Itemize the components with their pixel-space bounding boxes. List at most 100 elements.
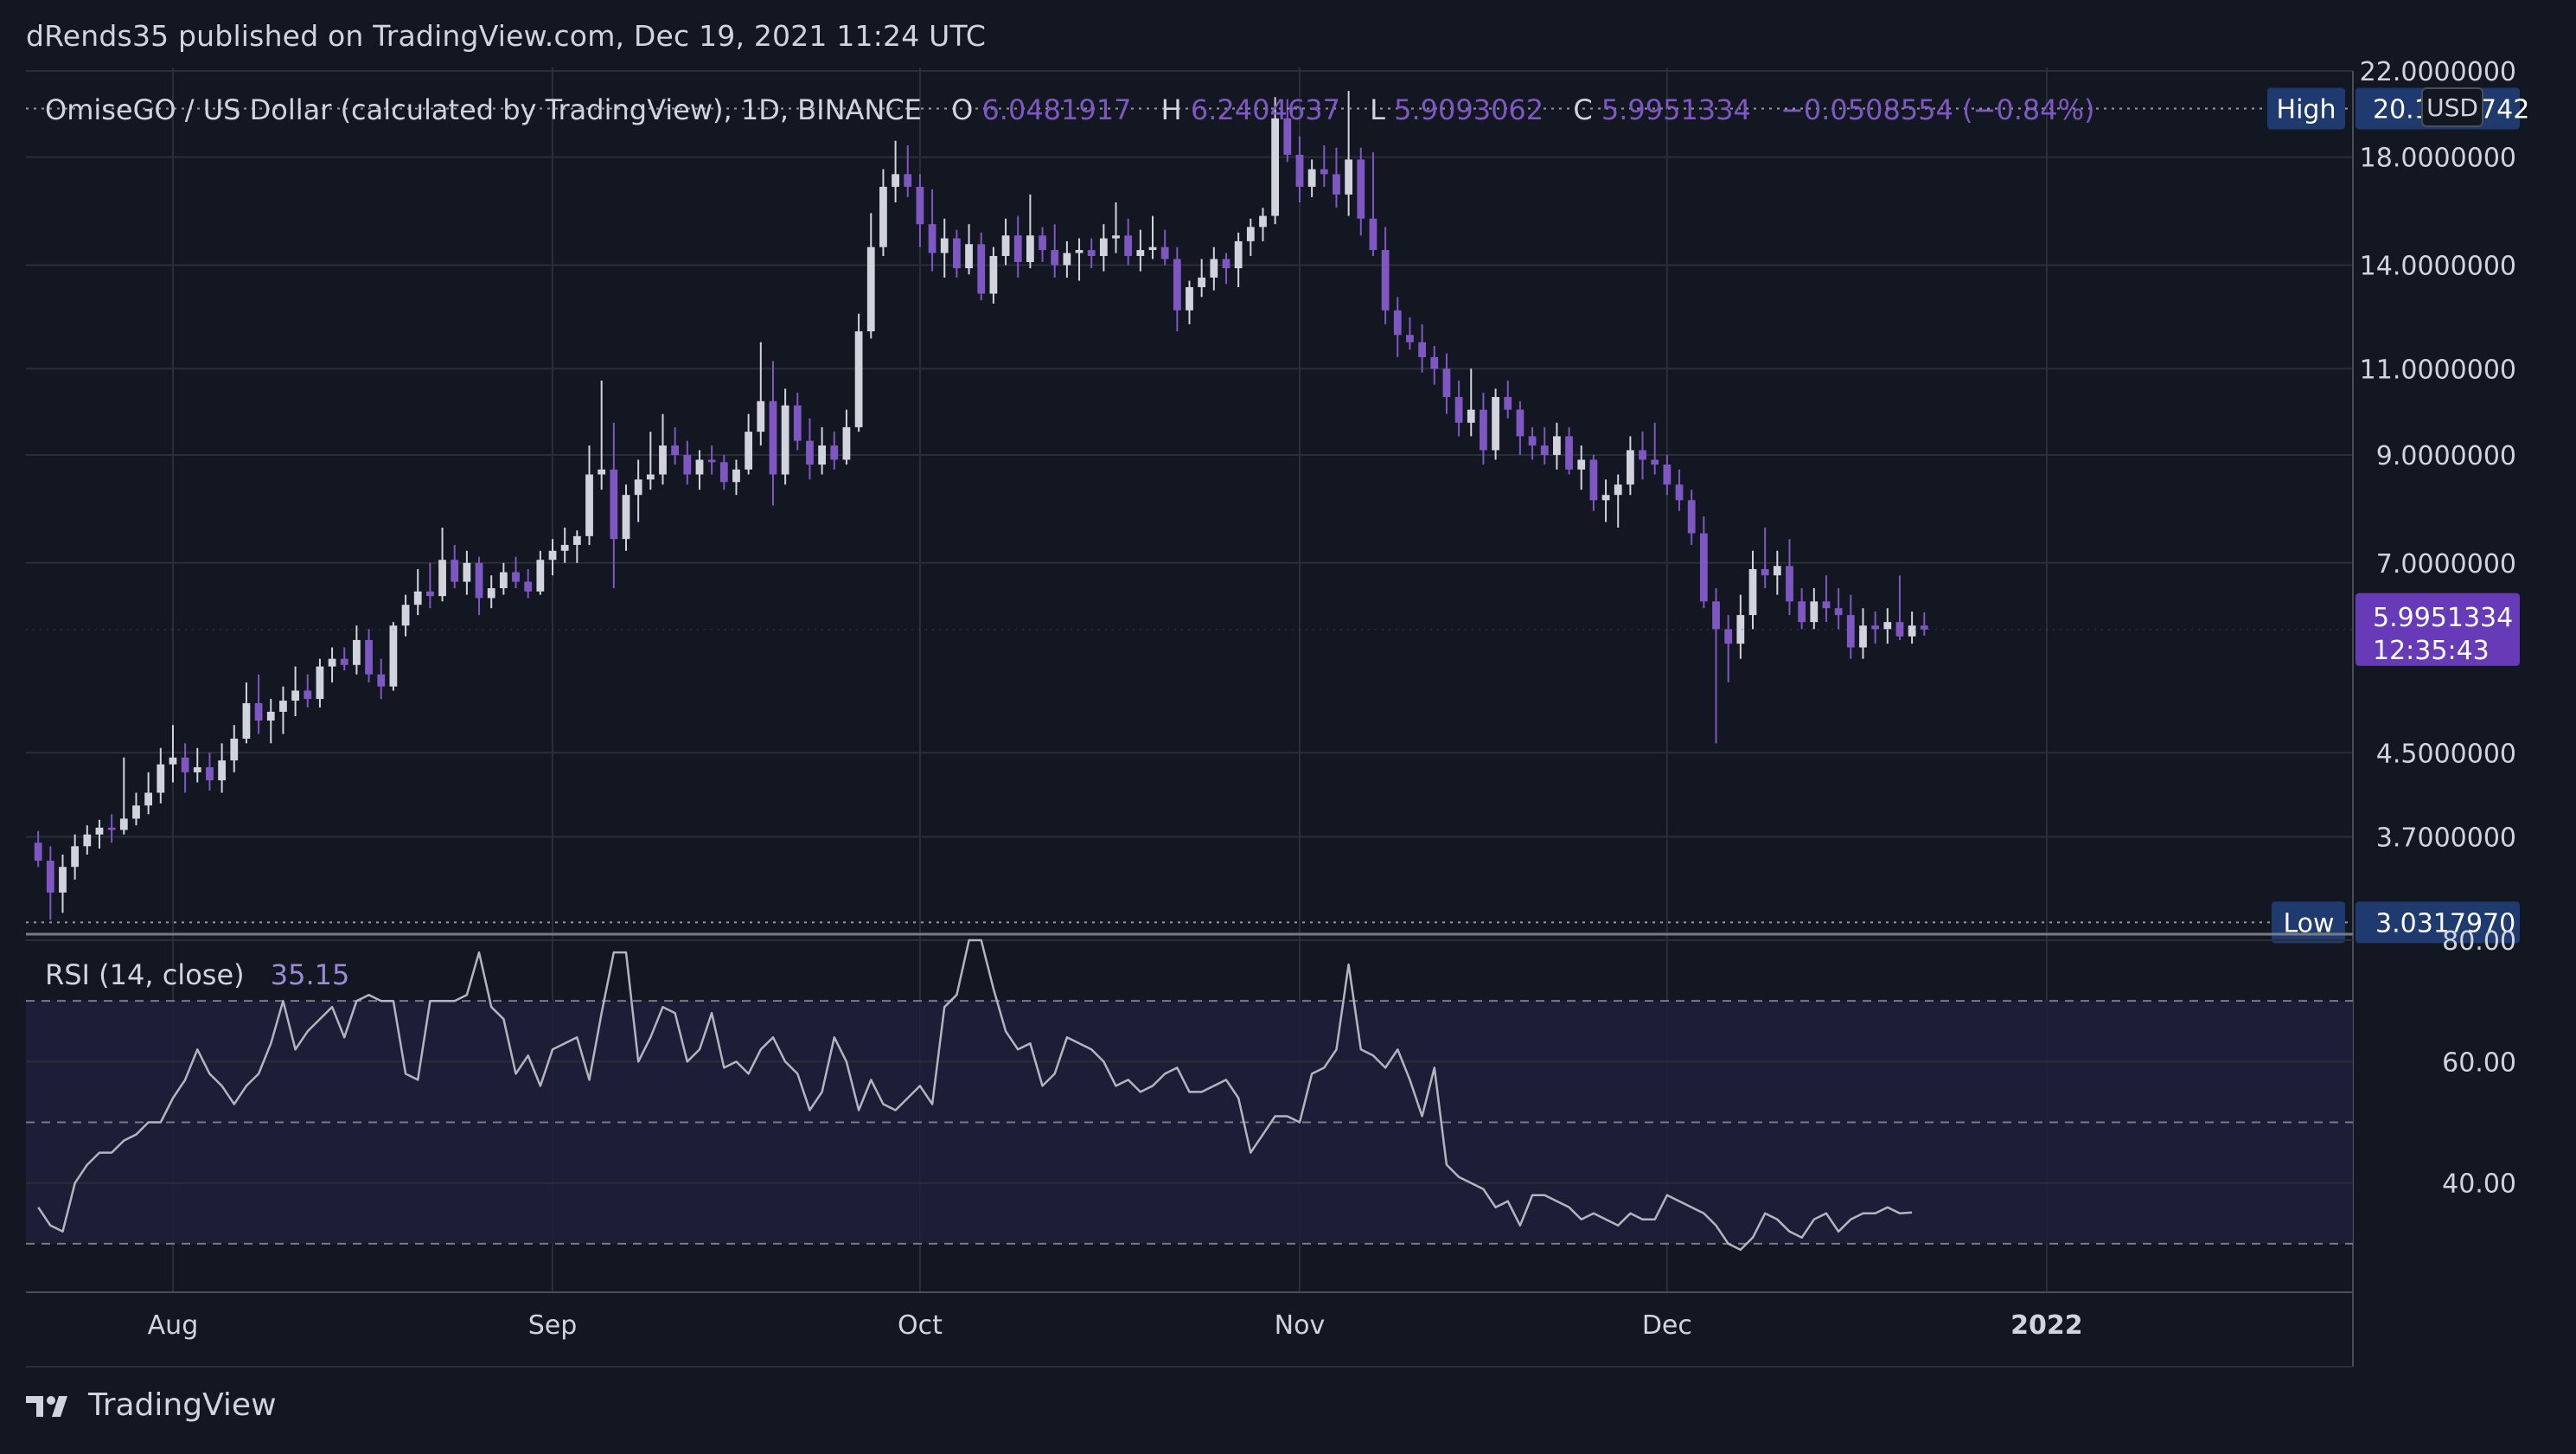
candle-body: [1773, 566, 1781, 576]
current-price-marker: 5.9951334 12:35:43: [2355, 592, 2520, 666]
candle-body: [1259, 215, 1267, 227]
candle-body: [1271, 118, 1280, 216]
high-tag-background: [2267, 87, 2345, 130]
symbol-legend[interactable]: OmiseGO / US Dollar (calculated by Tradi…: [45, 93, 2095, 126]
candle-body: [1675, 484, 1684, 501]
candle-body: [1087, 250, 1096, 256]
high-marker: High 20.1577742: [2267, 87, 2529, 130]
candle-body: [707, 459, 716, 463]
price-pane[interactable]: [26, 67, 2353, 1292]
candle-body: [1173, 259, 1181, 311]
price-tick-label: 11.0000000: [2360, 355, 2516, 385]
price-tick-label: 9.0000000: [2376, 441, 2516, 471]
price-grid: [26, 70, 2353, 838]
candle-body: [71, 846, 80, 868]
candle-body: [1908, 625, 1916, 637]
time-axis[interactable]: Aug Sep Oct Nov Dec 2022: [26, 1291, 2353, 1368]
candle-body: [169, 757, 177, 765]
low-label: L: [1370, 93, 1385, 126]
candle-body: [953, 238, 961, 269]
candle-body: [757, 400, 765, 432]
candle-body: [659, 445, 667, 475]
candle-body: [781, 405, 789, 475]
candle-body: [1614, 484, 1622, 496]
candle-body: [1198, 277, 1206, 287]
candle-body: [1112, 235, 1120, 239]
candle-body: [218, 760, 227, 781]
candle-body: [769, 400, 777, 475]
candle-body: [916, 186, 924, 225]
current-price-label: 5.9951334: [2373, 603, 2513, 633]
candle-body: [34, 842, 42, 862]
candle-body: [1504, 396, 1512, 410]
candle-body: [683, 454, 692, 475]
candle-body: [732, 469, 740, 483]
candle-body: [977, 244, 986, 294]
candle-body: [83, 834, 92, 847]
candle-body: [646, 474, 655, 480]
candle-body: [475, 562, 483, 599]
price-tick-label: 18.0000000: [2360, 144, 2516, 174]
currency-button[interactable]: USD: [2421, 87, 2483, 127]
candle-body: [598, 469, 606, 475]
candle-body: [610, 469, 618, 540]
candle-body: [695, 459, 704, 475]
candle-body: [1136, 250, 1145, 256]
price-change: −0.0508554 (−0.84%): [1780, 93, 2094, 126]
candle-body: [1393, 310, 1402, 336]
high-value: 6.2404637: [1191, 93, 1340, 126]
tradingview-logo[interactable]: TradingView: [26, 1387, 277, 1423]
rsi-tick-labels: 80.00 60.00 40.00: [2442, 926, 2516, 1200]
candle-body: [119, 818, 128, 830]
currency-button-background[interactable]: [2421, 87, 2483, 127]
candle-body: [1565, 436, 1573, 470]
candle-body: [585, 474, 593, 536]
candle-body: [1013, 235, 1022, 262]
candle-body: [1148, 247, 1157, 251]
symbol-title: OmiseGO / US Dollar (calculated by Tradi…: [45, 93, 922, 126]
time-tick-label: Nov: [1275, 1310, 1326, 1341]
candle-body: [1246, 227, 1255, 241]
candle-body: [793, 405, 802, 441]
currency-button-label[interactable]: USD: [2426, 93, 2478, 122]
time-tick-label: Dec: [1642, 1310, 1692, 1341]
candle-body: [463, 562, 471, 582]
candle-body: [1748, 568, 1757, 616]
high-label: H: [1161, 93, 1182, 126]
candle-body: [1039, 235, 1046, 251]
candle-body: [1687, 500, 1696, 534]
candle-body: [548, 550, 557, 560]
candle-body: [572, 535, 581, 545]
candle-body: [1186, 286, 1193, 311]
candle-body: [59, 867, 67, 893]
candle-body: [830, 445, 839, 460]
candle-body: [1895, 622, 1904, 637]
time-tick-labels: Aug Sep Oct Nov Dec 2022: [148, 1310, 2083, 1341]
candle-body: [377, 674, 386, 687]
rsi-line: [37, 938, 1913, 1252]
rsi-tick-label: 40.00: [2442, 1169, 2516, 1200]
candle-body: [1834, 608, 1843, 616]
candle-body: [719, 462, 728, 483]
candle-body: [304, 690, 312, 700]
price-tick-label: 3.7000000: [2376, 823, 2516, 853]
open-label: O: [951, 93, 973, 126]
candle-body: [745, 432, 753, 470]
candle-countdown: 12:35:43: [2373, 636, 2490, 666]
candle-body: [879, 186, 887, 247]
price-tick-label: 7.0000000: [2376, 549, 2516, 580]
candle-body: [965, 244, 973, 269]
candle-body: [1859, 625, 1867, 648]
candle-body: [499, 572, 508, 589]
candle-body: [242, 702, 251, 739]
candle-body: [1846, 615, 1855, 648]
rsi-legend[interactable]: RSI (14, close) 35.15: [45, 958, 349, 991]
candle-body: [622, 495, 630, 540]
price-scale[interactable]: 22.0000000 18.0000000 14.0000000 11.0000000…: [2352, 57, 2516, 1367]
rsi-pane[interactable]: 80.00 60.00 40.00: [26, 926, 2516, 1252]
tradingview-logo-icon: [26, 1395, 67, 1417]
open-value: 6.0481917: [981, 93, 1131, 126]
candle-body: [1210, 259, 1218, 278]
candle-body: [1528, 436, 1537, 446]
